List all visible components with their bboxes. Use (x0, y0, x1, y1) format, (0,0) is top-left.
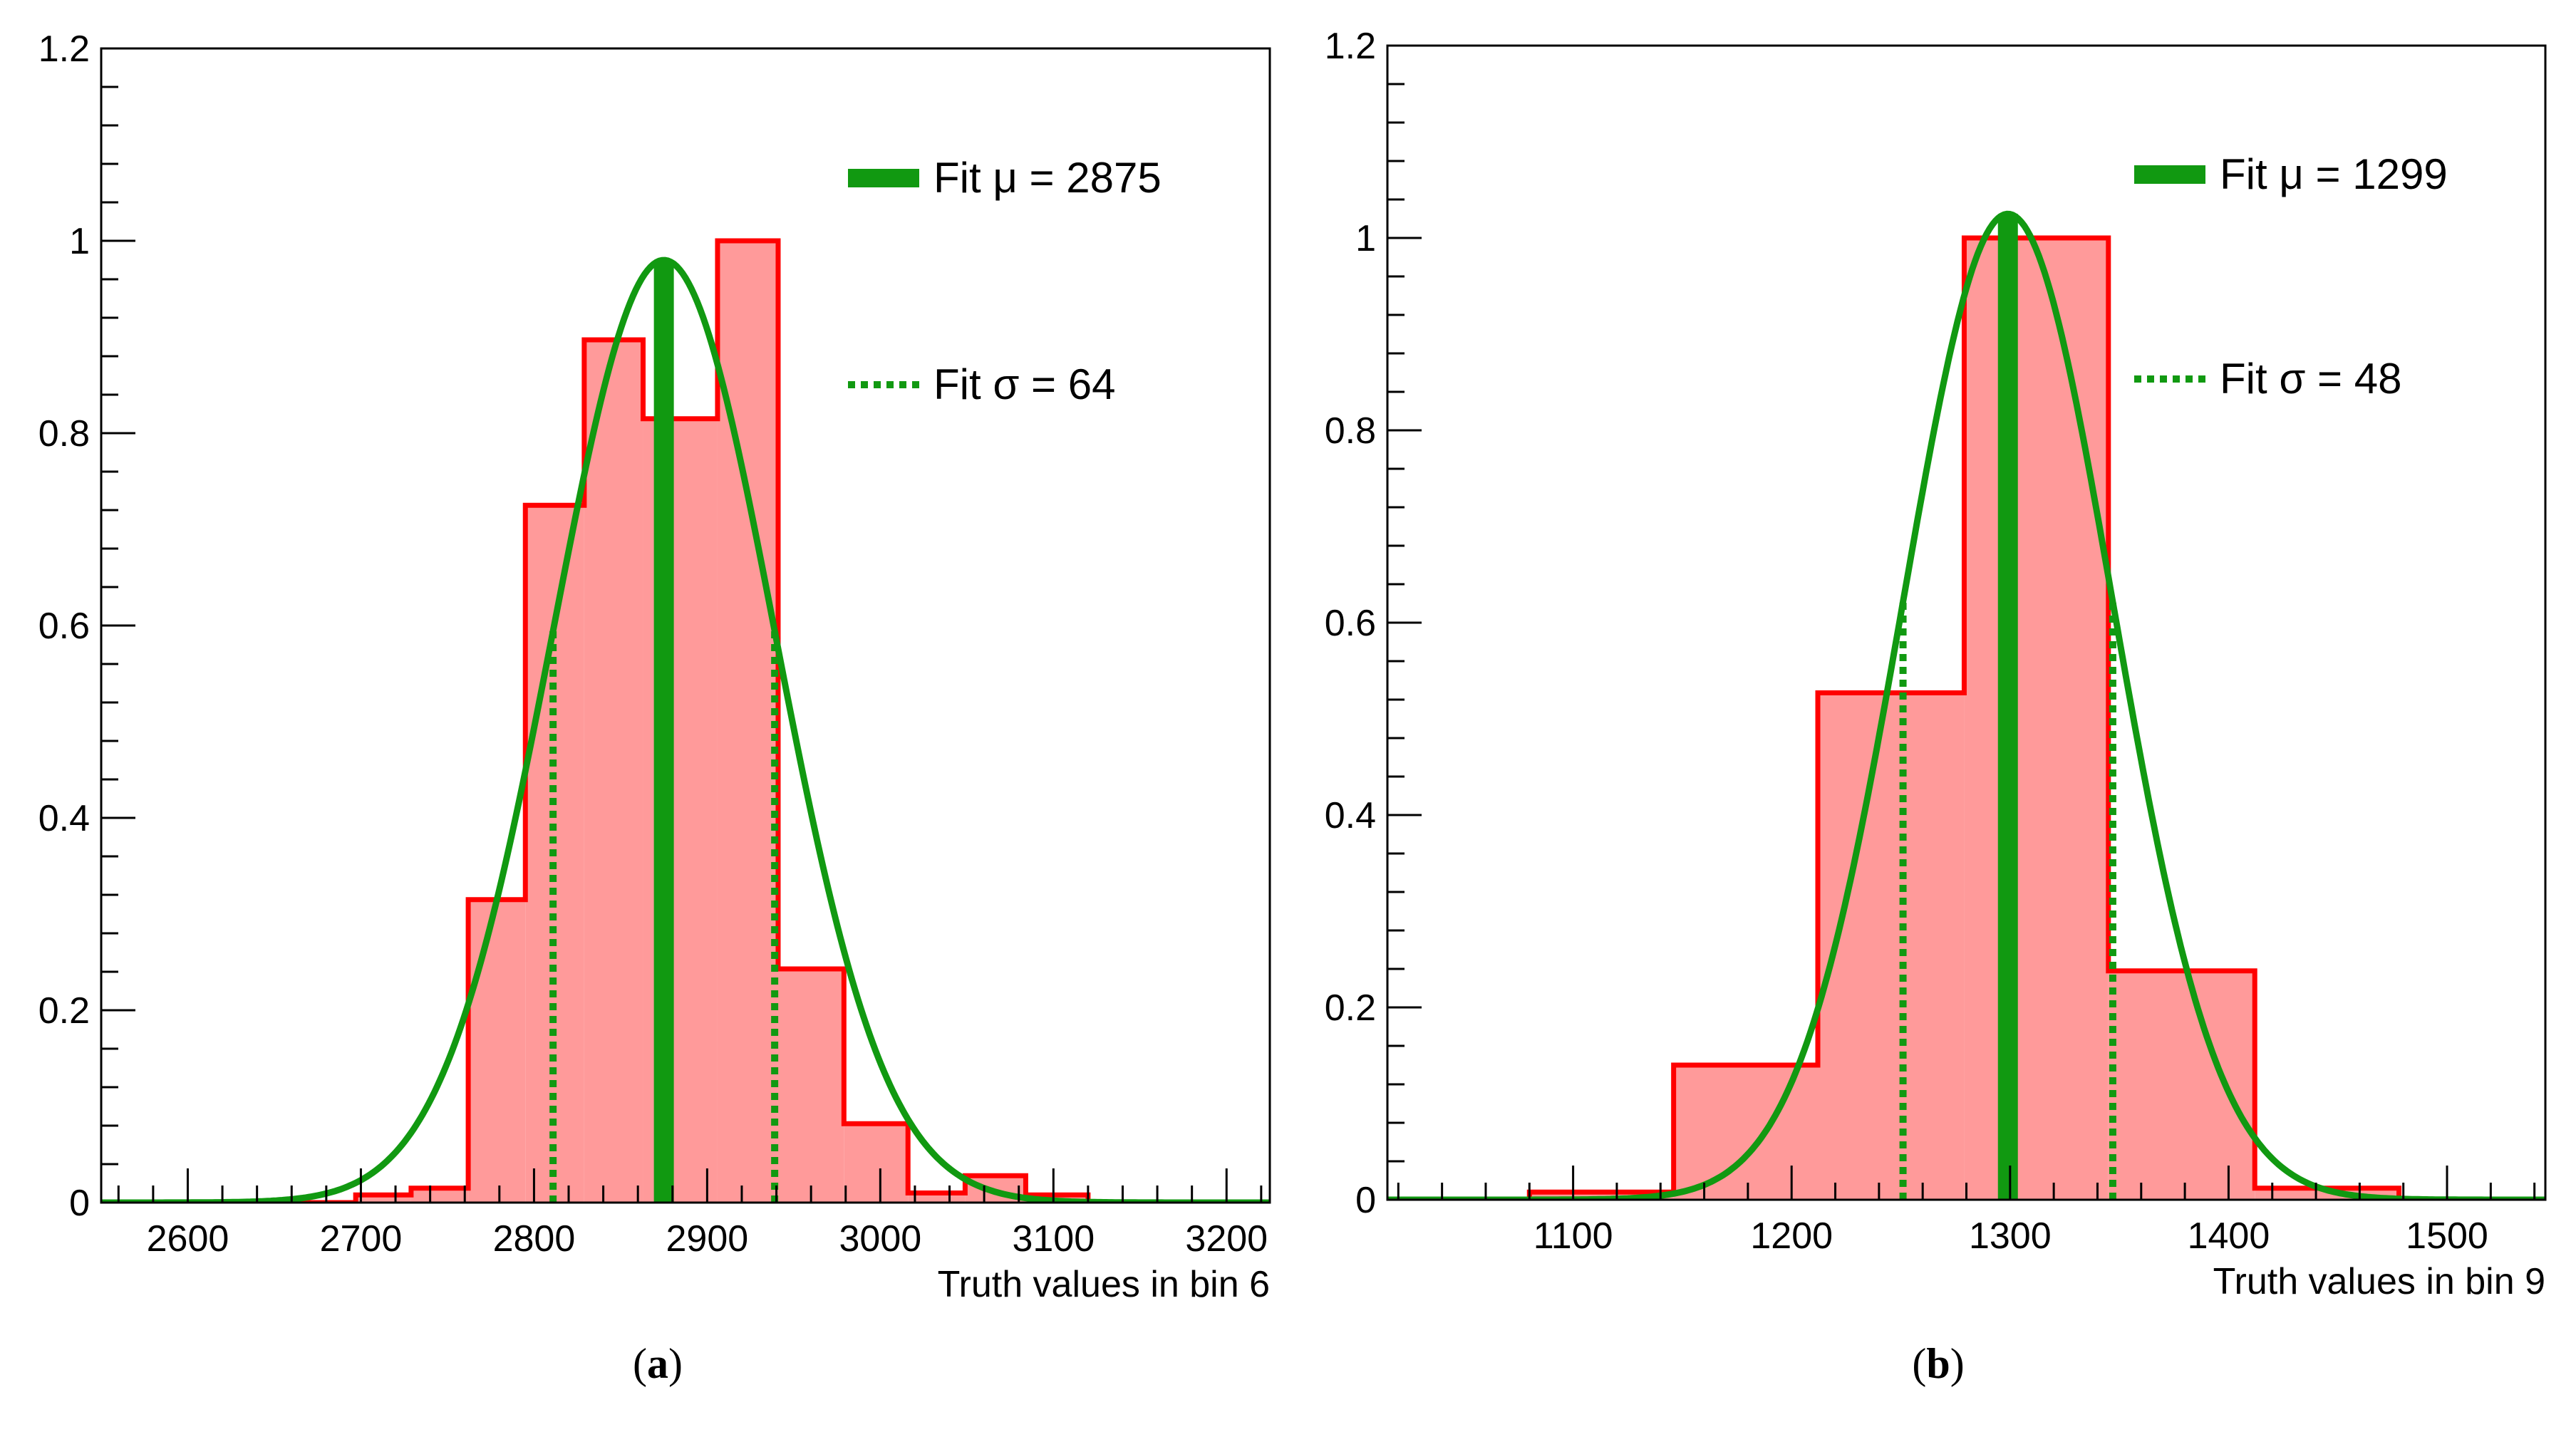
y-tick-label-a: 1.2 (38, 28, 90, 70)
hist-bar-b-3 (1964, 238, 2109, 1200)
y-tick-label-a: 0.2 (38, 990, 90, 1032)
x-tick-label-a: 2900 (666, 1218, 749, 1260)
hist-bar-a-4 (410, 1188, 469, 1203)
plot-area-b (1387, 210, 2545, 1200)
hist-bar-b-1 (1673, 1065, 1819, 1200)
hist-bar-b-2 (1818, 692, 1965, 1200)
x-tick-label-a: 2700 (320, 1218, 403, 1260)
x-tick-label-b: 1500 (2406, 1215, 2488, 1257)
x-tick-label-a: 3100 (1012, 1218, 1095, 1260)
panel-a: 2600 2700 2800 2900 3000 3100 3200 0 0.2 0.4 0.6 0.… (0, 0, 1286, 1432)
hist-bar-a-3 (356, 1195, 411, 1203)
legend-sigma-label-a: Fit σ = 64 (933, 360, 1115, 408)
hist-bar-b-4 (2108, 970, 2255, 1200)
x-tick-label-b: 1400 (2188, 1215, 2270, 1257)
caption-b-letter: b (1926, 1340, 1950, 1387)
y-tick-label-a: 1 (69, 221, 90, 262)
hist-bar-a-9 (717, 241, 778, 1203)
y-tick-label-b: 0 (1355, 1180, 1376, 1221)
caption-b-close: ) (1950, 1340, 1965, 1387)
x-tick-label-b: 1100 (1533, 1215, 1613, 1257)
legend-mean-label-b: Fit μ = 1299 (2220, 150, 2448, 198)
x-tick-label-b: 1200 (1750, 1215, 1833, 1257)
y-tick-label-b: 1.2 (1325, 26, 1376, 67)
histogram-plot-b: 1100 1200 1300 1400 1500 0 0.2 0.4 0.6 0.8 1 1.2 Tru… (1325, 26, 2547, 1302)
hist-bar-a-10 (777, 968, 844, 1203)
y-tick-label-b: 1 (1355, 218, 1376, 259)
hist-bar-a-11 (844, 1124, 909, 1203)
legend-mean-label-a: Fit μ = 2875 (933, 154, 1162, 202)
plot-area-a (101, 238, 1270, 1203)
panel-b: 1100 1200 1300 1400 1500 0 0.2 0.4 0.6 0.8 1 1.2 Tru… (1286, 0, 2572, 1432)
x-tick-label-b: 1300 (1969, 1215, 2052, 1257)
x-tick-label-a: 2800 (493, 1218, 576, 1260)
x-axis-label-a: Truth values in bin 6 (938, 1264, 1270, 1305)
caption-a-close: ) (668, 1340, 683, 1387)
hist-bar-a-5 (468, 899, 526, 1203)
hist-bar-b-0 (1529, 1192, 1674, 1200)
y-tick-label-b: 0.4 (1325, 795, 1376, 836)
x-tick-label-a: 2600 (147, 1218, 229, 1260)
y-tick-label-a: 0.4 (38, 798, 90, 839)
hist-bar-a-7 (584, 340, 643, 1203)
y-tick-label-a: 0.8 (38, 413, 90, 455)
caption-a-open: ( (633, 1340, 647, 1387)
caption-a: (a) (551, 1339, 765, 1389)
y-tick-label-b: 0.2 (1325, 987, 1376, 1029)
y-tick-label-b: 0.6 (1325, 603, 1376, 644)
x-axis-label-b: Truth values in bin 9 (2213, 1261, 2545, 1302)
y-tick-label-a: 0.6 (38, 606, 90, 647)
y-tick-label-b: 0.8 (1325, 410, 1376, 452)
y-tick-label-a: 0 (69, 1183, 90, 1224)
legend-sigma-label-b: Fit σ = 48 (2220, 355, 2401, 403)
caption-a-letter: a (647, 1340, 668, 1387)
x-tick-label-a: 3200 (1185, 1218, 1268, 1260)
caption-b-open: ( (1912, 1340, 1927, 1387)
x-tick-label-a: 3000 (839, 1218, 921, 1260)
caption-b: (b) (1831, 1339, 2045, 1389)
histogram-plot-a: 2600 2700 2800 2900 3000 3100 3200 0 0.2 0.4 0.6 0.… (38, 28, 1271, 1305)
